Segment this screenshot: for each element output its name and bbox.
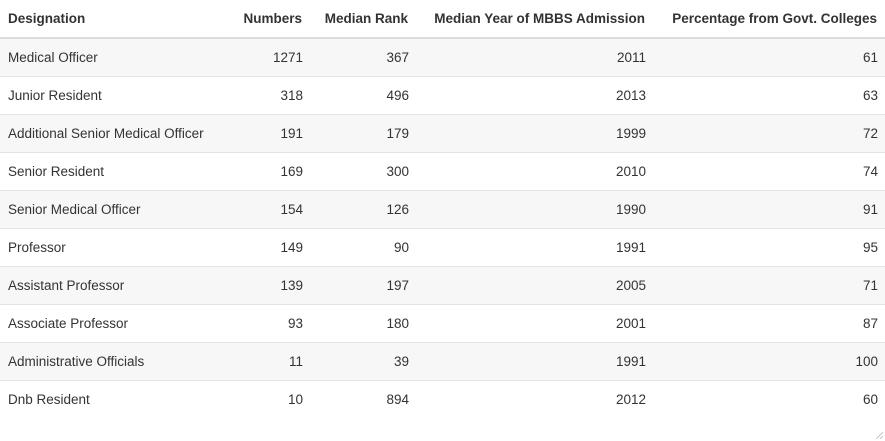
cell-designation: Dnb Resident bbox=[8, 391, 90, 407]
table-body: Medical Officer 1271 367 2011 61 Junior … bbox=[0, 38, 885, 418]
cell-percentage-govt: 72 bbox=[862, 125, 878, 141]
cell-median-year: 1991 bbox=[615, 239, 646, 255]
cell-median-rank: 496 bbox=[386, 87, 409, 103]
cell-median-year: 2001 bbox=[615, 315, 646, 331]
table-header: Designation Numbers Median Rank Median Y… bbox=[0, 0, 885, 39]
cell-percentage-govt: 63 bbox=[862, 87, 878, 103]
table-row: Assistant Professor 139 197 2005 71 bbox=[0, 266, 885, 304]
cell-median-year: 1991 bbox=[615, 353, 646, 369]
table-row: Medical Officer 1271 367 2011 61 bbox=[0, 38, 885, 76]
column-header-designation[interactable]: Designation bbox=[0, 0, 222, 39]
cell-median-year: 2011 bbox=[616, 49, 646, 65]
data-table-container: Designation Numbers Median Rank Median Y… bbox=[0, 0, 885, 418]
cell-designation: Junior Resident bbox=[8, 87, 102, 103]
cell-median-year: 1999 bbox=[615, 125, 646, 141]
cell-percentage-govt: 60 bbox=[862, 391, 878, 407]
cell-percentage-govt: 95 bbox=[862, 239, 878, 255]
cell-numbers: 93 bbox=[287, 315, 303, 331]
cell-percentage-govt: 91 bbox=[862, 201, 878, 217]
table-row: Senior Medical Officer 154 126 1990 91 bbox=[0, 190, 885, 228]
designation-table: Designation Numbers Median Rank Median Y… bbox=[0, 0, 885, 418]
cell-median-rank: 300 bbox=[386, 163, 409, 179]
cell-designation: Associate Professor bbox=[8, 315, 129, 331]
cell-median-year: 2010 bbox=[615, 163, 646, 179]
resize-grip-icon[interactable] bbox=[876, 432, 883, 439]
table-row: Senior Resident 169 300 2010 74 bbox=[0, 152, 885, 190]
column-header-percentage-govt[interactable]: Percentage from Govt. Colleges bbox=[653, 0, 885, 39]
column-header-numbers[interactable]: Numbers bbox=[222, 0, 310, 39]
cell-median-rank: 126 bbox=[386, 201, 409, 217]
cell-percentage-govt: 61 bbox=[862, 49, 878, 65]
table-row: Professor 149 90 1991 95 bbox=[0, 228, 885, 266]
cell-median-year: 1990 bbox=[615, 201, 646, 217]
cell-designation: Senior Resident bbox=[8, 163, 105, 179]
cell-numbers: 1271 bbox=[272, 49, 303, 65]
cell-median-rank: 894 bbox=[386, 391, 409, 407]
cell-median-rank: 179 bbox=[386, 125, 409, 141]
cell-numbers: 11 bbox=[288, 353, 303, 369]
cell-percentage-govt: 87 bbox=[862, 315, 878, 331]
cell-designation: Professor bbox=[8, 239, 66, 255]
cell-numbers: 10 bbox=[287, 391, 303, 407]
cell-median-year: 2013 bbox=[615, 87, 646, 103]
cell-designation: Additional Senior Medical Officer bbox=[8, 125, 204, 141]
cell-median-rank: 367 bbox=[386, 49, 409, 65]
cell-designation: Medical Officer bbox=[8, 49, 98, 65]
cell-numbers: 318 bbox=[280, 87, 303, 103]
cell-percentage-govt: 71 bbox=[862, 277, 878, 293]
table-row: Additional Senior Medical Officer 191 17… bbox=[0, 114, 885, 152]
header-row: Designation Numbers Median Rank Median Y… bbox=[0, 0, 885, 39]
column-header-median-year[interactable]: Median Year of MBBS Admission bbox=[416, 0, 653, 39]
table-row: Junior Resident 318 496 2013 63 bbox=[0, 76, 885, 114]
cell-median-year: 2012 bbox=[615, 391, 646, 407]
cell-designation: Senior Medical Officer bbox=[8, 201, 141, 217]
cell-numbers: 169 bbox=[280, 163, 303, 179]
cell-percentage-govt: 74 bbox=[862, 163, 878, 179]
table-row: Dnb Resident 10 894 2012 60 bbox=[0, 380, 885, 418]
cell-median-rank: 90 bbox=[393, 239, 409, 255]
cell-designation: Administrative Officials bbox=[8, 353, 145, 369]
cell-numbers: 139 bbox=[280, 277, 303, 293]
cell-median-rank: 180 bbox=[386, 315, 409, 331]
cell-numbers: 154 bbox=[280, 201, 303, 217]
table-row: Administrative Officials 11 39 1991 100 bbox=[0, 342, 885, 380]
cell-numbers: 191 bbox=[280, 125, 303, 141]
cell-percentage-govt: 100 bbox=[855, 353, 878, 369]
cell-numbers: 149 bbox=[280, 239, 303, 255]
cell-designation: Assistant Professor bbox=[8, 277, 125, 293]
cell-median-year: 2005 bbox=[615, 277, 646, 293]
cell-median-rank: 39 bbox=[393, 353, 409, 369]
cell-median-rank: 197 bbox=[386, 277, 409, 293]
table-row: Associate Professor 93 180 2001 87 bbox=[0, 304, 885, 342]
column-header-median-rank[interactable]: Median Rank bbox=[310, 0, 416, 39]
